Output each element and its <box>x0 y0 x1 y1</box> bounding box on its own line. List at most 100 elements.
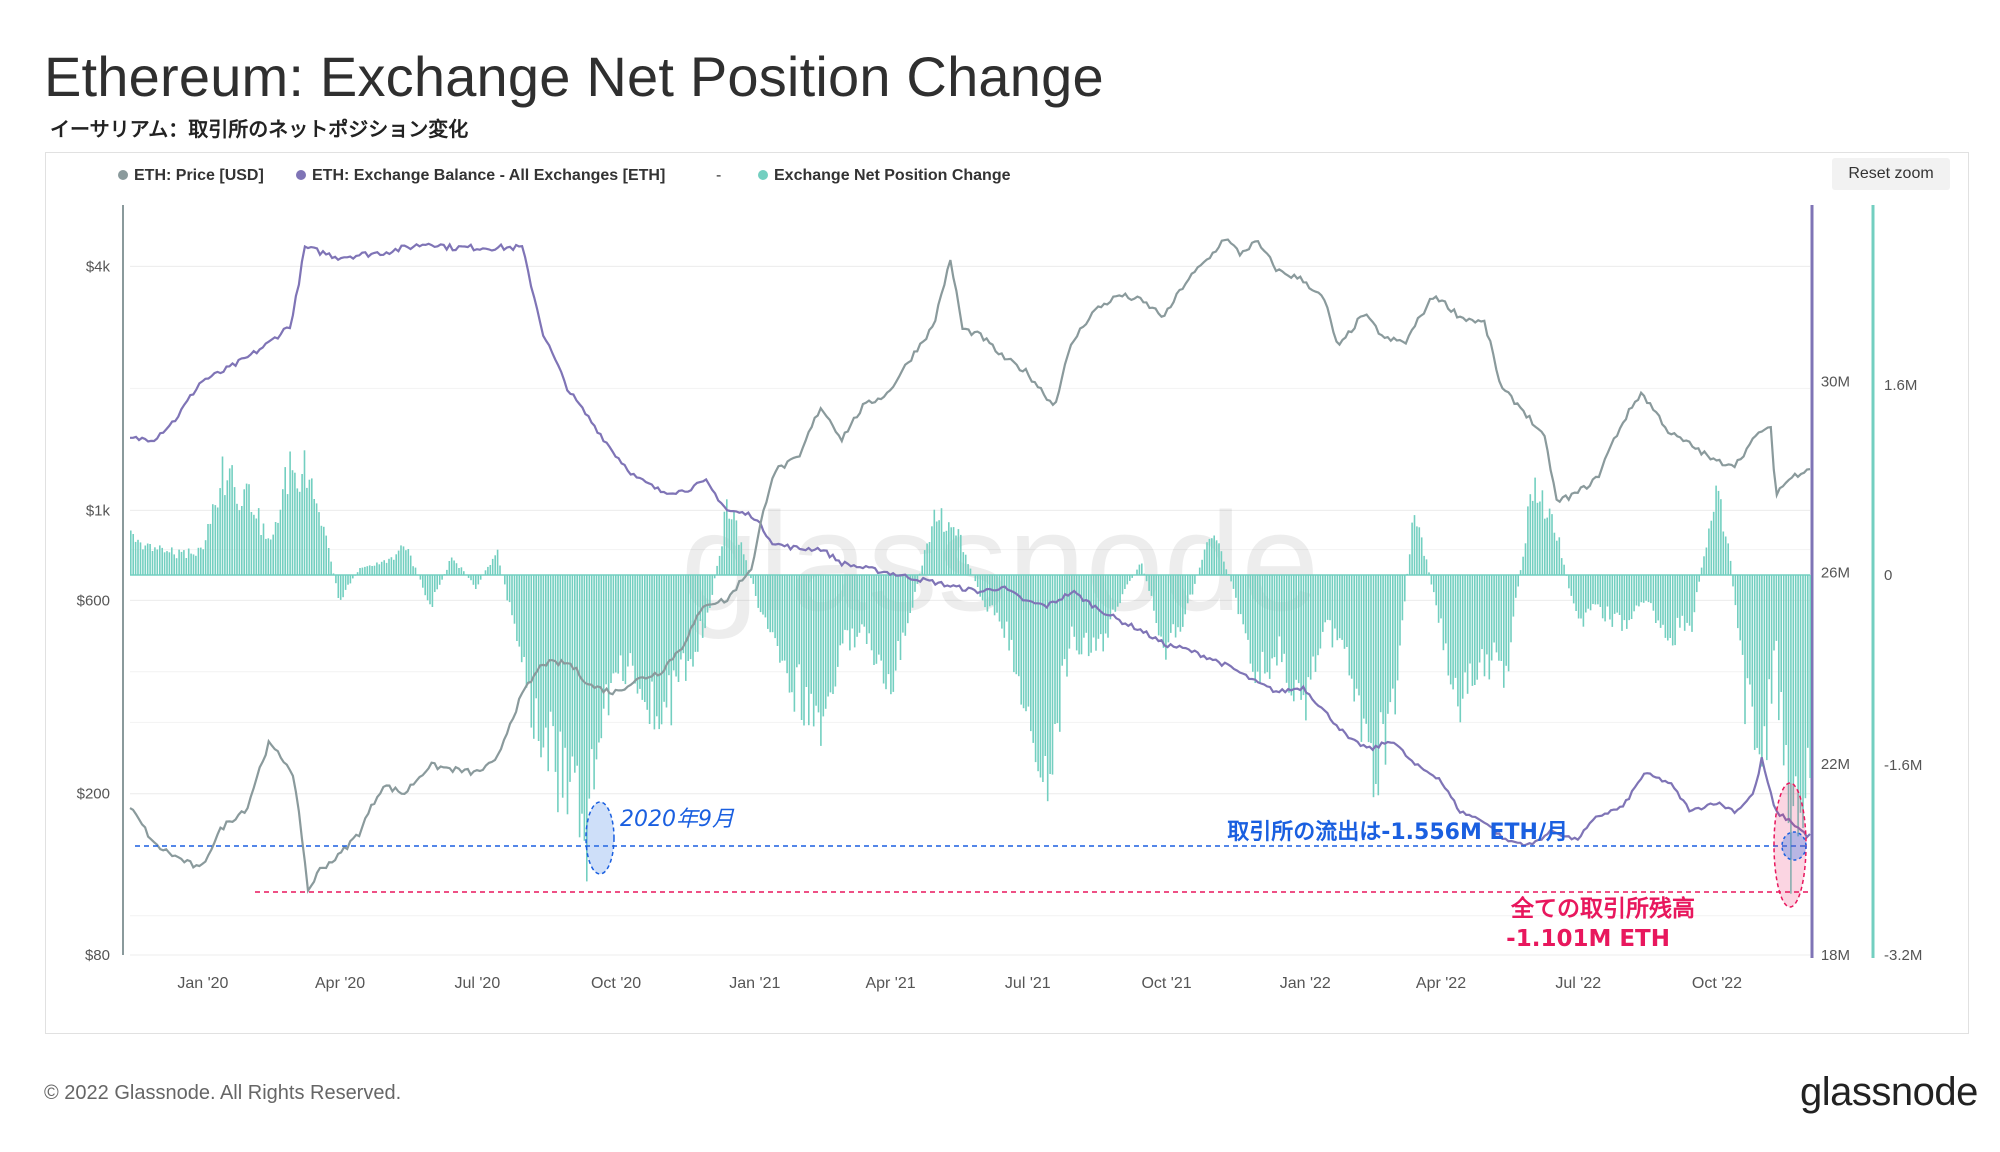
netpos-bar <box>648 575 651 724</box>
netpos-bar <box>1032 575 1034 743</box>
netpos-bar <box>1519 570 1522 575</box>
netpos-bar <box>1782 575 1785 766</box>
netpos-bar <box>460 567 463 575</box>
netpos-bar <box>1365 575 1367 724</box>
netpos-bar <box>1237 575 1240 615</box>
legend-item-netpos[interactable]: Exchange Net Position Change <box>758 167 1010 185</box>
netpos-bar <box>824 575 827 709</box>
netpos-bar <box>260 535 262 575</box>
netpos-bar <box>943 531 945 575</box>
reset-zoom-button[interactable]: Reset zoom <box>1832 158 1950 190</box>
netpos-bar <box>1148 575 1150 591</box>
netpos-bar <box>827 575 829 697</box>
netpos-bar <box>1577 575 1580 619</box>
netpos-bar <box>1445 575 1447 644</box>
outflow-annotation: 取引所の流出は-1.556M ETH/月 <box>1227 819 1568 845</box>
netpos-bar <box>1667 575 1669 641</box>
netpos-bar <box>1775 575 1778 641</box>
netpos-bar <box>665 575 668 708</box>
netpos-bar <box>197 547 200 575</box>
netpos-bar <box>1430 575 1433 585</box>
netpos-bar <box>1717 490 1720 575</box>
netpos-bar <box>1338 575 1341 639</box>
netpos-bar <box>1300 575 1302 700</box>
netpos-bar <box>1297 575 1300 684</box>
netpos-bar <box>368 565 371 575</box>
legend-item-price[interactable]: ETH: Price [USD] <box>118 167 264 185</box>
netpos-bar <box>803 575 805 726</box>
netpos-bar <box>349 575 352 584</box>
netpos-bar <box>1679 575 1681 628</box>
netpos-bar <box>1623 575 1626 621</box>
netpos-bar <box>1703 556 1705 575</box>
netpos-bar <box>1030 575 1032 732</box>
netpos-bar <box>685 575 687 681</box>
netpos-bar <box>1546 517 1548 575</box>
netpos-bar <box>1314 575 1317 672</box>
netpos-bar <box>151 551 154 575</box>
netpos-bar <box>636 575 639 694</box>
netpos-bar <box>504 575 506 585</box>
netpos-bar <box>880 575 882 661</box>
netpos-bar <box>1334 575 1336 629</box>
netpos-bar <box>1575 575 1577 611</box>
netpos-bar <box>1498 575 1500 661</box>
netpos-bar <box>1232 575 1235 589</box>
netpos-bar <box>1469 575 1471 664</box>
netpos-bar <box>1749 575 1751 685</box>
netpos-bar <box>1003 575 1006 638</box>
netpos-bar <box>412 566 414 575</box>
netpos-bar <box>508 575 511 603</box>
netpos-bar <box>957 529 960 575</box>
netpos-bar <box>660 575 663 725</box>
netpos-bar <box>1350 575 1353 679</box>
legend-item-balance[interactable]: ETH: Exchange Balance - All Exchanges [E… <box>296 167 665 185</box>
netpos-bar <box>238 510 241 575</box>
netpos-bar <box>607 575 610 716</box>
netpos-bar <box>921 565 923 575</box>
netpos-bar <box>1218 543 1220 575</box>
netpos-bar <box>605 575 607 685</box>
netpos-bar <box>446 569 448 575</box>
netpos-bar <box>993 575 996 616</box>
netpos-bar <box>1664 575 1667 638</box>
netpos-bar <box>945 530 948 575</box>
netpos-bar <box>282 489 284 575</box>
netpos-bar <box>209 523 212 575</box>
netpos-bar <box>1585 575 1587 613</box>
netpos-bar <box>865 575 868 644</box>
netpos-bar <box>1271 575 1273 659</box>
netpos-bar <box>914 575 916 592</box>
y-tick-netpos: 1.6M <box>1884 377 1917 394</box>
netpos-bar <box>1548 508 1551 575</box>
netpos-bar <box>1283 575 1285 654</box>
netpos-bar <box>1536 502 1539 575</box>
netpos-bar <box>1273 575 1276 658</box>
netpos-bar <box>1203 549 1206 575</box>
netpos-bar <box>248 484 250 575</box>
netpos-bar <box>168 552 171 575</box>
netpos-bar <box>431 575 434 607</box>
netpos-bar <box>834 575 837 687</box>
netpos-bar <box>1734 575 1737 606</box>
netpos-bar <box>1604 575 1606 622</box>
page-subtitle: イーサリアム：取引所のネットポジション変化 <box>50 119 469 141</box>
legend-separator: - <box>716 167 722 184</box>
netpos-bar <box>955 535 957 575</box>
netpos-bar <box>926 543 928 575</box>
netpos-bar <box>1165 575 1167 660</box>
netpos-bar <box>1449 575 1452 685</box>
netpos-bar <box>1418 527 1421 575</box>
netpos-bar <box>163 552 166 575</box>
netpos-bar <box>552 575 554 727</box>
netpos-bar <box>1601 575 1604 619</box>
netpos-bar <box>557 575 559 813</box>
netpos-bar <box>1560 558 1563 575</box>
netpos-bar <box>347 575 349 585</box>
netpos-bar <box>1640 575 1643 603</box>
netpos-bar <box>303 450 306 575</box>
netpos-bar <box>1331 575 1334 648</box>
x-tick-label: Jul '20 <box>454 975 500 992</box>
netpos-bar <box>183 550 185 575</box>
netpos-bar <box>479 575 482 580</box>
